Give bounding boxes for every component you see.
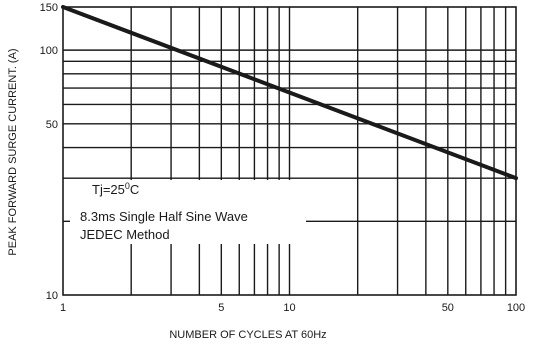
- x-axis-title: NUMBER OF CYCLES AT 60Hz: [169, 329, 326, 341]
- y-tick-label: 50: [46, 119, 58, 131]
- annotation-tj-degree: 0: [125, 181, 130, 191]
- y-tick-label: 150: [40, 2, 58, 14]
- x-tick-label: 10: [283, 302, 295, 314]
- annotation-tj-prefix: Tj=25: [92, 182, 125, 197]
- tick-labels: 1 5 10 50 100 10 50 100 150: [40, 2, 526, 314]
- annotation-backdrop: [70, 180, 306, 244]
- annotation-tj: Tj=250C: [92, 181, 139, 197]
- x-tick-label: 1: [60, 302, 66, 314]
- y-tick-label: 100: [40, 45, 58, 57]
- x-tick-label: 100: [507, 302, 525, 314]
- series-line: [61, 5, 518, 181]
- x-tick-label: 50: [442, 302, 454, 314]
- annotation-tj-unit: C: [130, 182, 139, 197]
- series-curve: [61, 5, 518, 181]
- y-axis-title: PEAK FORWARD SURGE CURRENT. (A): [7, 48, 19, 255]
- annotation-method: JEDEC Method: [80, 227, 170, 242]
- y-tick-label: 10: [46, 290, 58, 302]
- x-tick-label: 5: [218, 302, 224, 314]
- plot-frame: [62, 6, 517, 296]
- annotation-test-condition: 8.3ms Single Half Sine Wave: [80, 209, 248, 224]
